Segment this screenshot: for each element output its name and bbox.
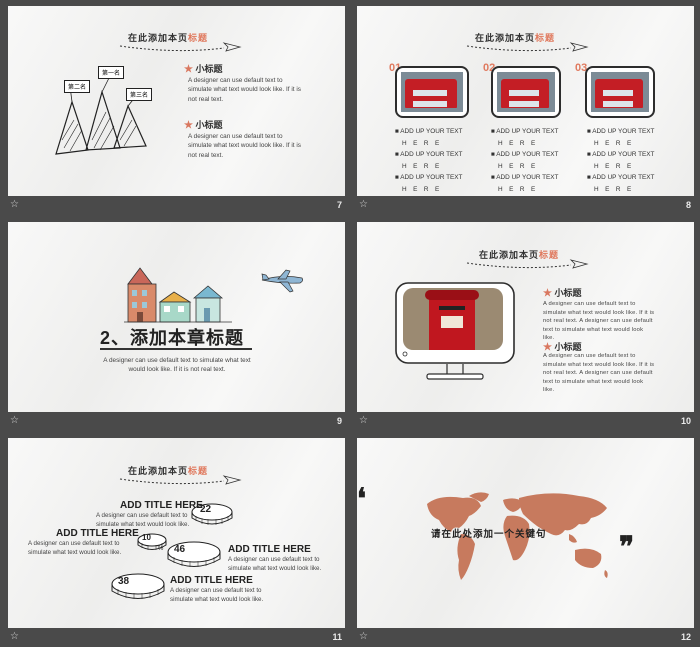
key-sentence: 请在此处添加一个关键句 [431,529,547,540]
item-text-2: A designer can use default text to simul… [28,540,122,556]
slide-number: 10 [680,416,691,426]
pie-10 [137,533,167,550]
subheading-1: ★ 小标题 [184,64,223,75]
slide-number: 9 [336,416,342,426]
title-underline [100,348,252,350]
body-text-1: A designer can use default text to simul… [188,77,301,103]
world-map [427,492,608,580]
body-text-1: A designer can use default text to simul… [543,301,655,342]
close-quote-mark: ❞ [619,530,635,563]
slide-footer-8: ☆ 8 [354,197,697,214]
item-title-3: ADD TITLE HERE [228,544,311,555]
bus-photo-2 [491,66,561,118]
pie-value-46: 46 [174,544,186,555]
subheading-2: ★ 小标题 [543,342,582,353]
slide-title: 在此添加本页标题 [475,34,556,44]
slide-footer-9: ☆ 9 [5,413,348,430]
body-text-2: A designer can use default text to simul… [188,133,301,159]
slide-11[interactable]: 在此添加本页标题 22 10 % 46 38 ADD TITLE HERE A … [8,438,345,628]
star-outline-icon: ☆ [359,415,368,426]
pie-value-22: 22 [200,504,212,515]
slide-title: 在此添加本页标题 [479,251,560,261]
bullet-list-1: ■ ADD UP YOUR TEXT HERE ■ ADD UP YOUR TEX… [395,128,463,193]
chapter-body-text: A designer can use default text to simul… [103,357,251,374]
number-03: 03 [575,62,588,74]
slide-10[interactable]: 在此添加本页标题 ★ 小标题 A designer can use defaul… [357,222,694,412]
slide-number: 11 [332,632,342,642]
pie-value-38: 38 [118,576,130,587]
slide-title: 在此添加本页标题 [128,467,209,477]
subheading-2: ★ 小标题 [184,120,223,131]
peak-label-third: 第三名 [126,88,153,101]
postbox-photo [403,288,503,350]
star-outline-icon: ☆ [10,199,19,210]
item-title-2: ADD TITLE HERE [56,528,139,539]
star-outline-icon: ☆ [359,199,368,210]
peak-label-second: 第二名 [64,80,91,93]
star-outline-icon: ☆ [10,631,19,642]
slide-footer-12: ☆ 12 [354,629,697,646]
star-icon: ★ [543,288,552,299]
item-text-3: A designer can use default text to simul… [228,556,322,572]
slide-number: 12 [680,632,691,642]
airplane-icon [261,269,304,293]
chapter-title: 2、添加本章标题 [100,328,245,348]
subheading-1: ★ 小标题 [543,288,582,299]
slide-footer-11: ☆ 11 [5,629,348,646]
houses-illustration [124,267,232,323]
item-title-4: ADD TITLE HERE [170,575,253,586]
pie-unit: % [158,546,164,552]
star-icon: ★ [543,342,552,353]
slide-7[interactable]: 在此添加本页标题 第二名 第一名 第三名 ★ 小标题 A designer ca… [8,6,345,196]
slide-number: 8 [685,200,691,210]
item-text-4: A designer can use default text to simul… [170,587,264,603]
slide-12[interactable]: ❛ 请在此处添加一个关键句 ❞ [357,438,694,628]
star-outline-icon: ☆ [359,631,368,642]
bullet-list-2: ■ ADD UP YOUR TEXT HERE ■ ADD UP YOUR TEX… [491,128,559,193]
slide-number: 7 [336,200,342,210]
item-title-1: ADD TITLE HERE [120,500,203,511]
title-dashed-underline [466,42,589,52]
pie-22 [191,503,233,525]
bus-photo-1 [395,66,469,118]
star-outline-icon: ☆ [10,415,19,426]
pie-46 [167,541,221,567]
slide-footer-7: ☆ 7 [5,197,348,214]
star-icon: ★ [184,64,193,75]
slide-8[interactable]: 在此添加本页标题 01 02 03 ■ ADD UP YOUR TEXT HERE… [357,6,694,196]
slide-title: 在此添加本页标题 [128,34,209,44]
item-text-1: A designer can use default text to simul… [96,512,190,528]
slide-9[interactable]: 2、添加本章标题 A designer can use default text… [8,222,345,412]
title-dashed-underline [119,42,242,52]
body-text-2: A designer can use default text to simul… [543,353,655,394]
star-icon: ★ [184,120,193,131]
peak-label-first: 第一名 [98,66,125,79]
open-quote-mark: ❛ [357,482,367,515]
title-dashed-underline [466,259,589,269]
pie-38 [111,573,165,599]
bus-photo-3 [585,66,655,118]
title-dashed-underline [119,475,242,485]
bullet-list-3: ■ ADD UP YOUR TEXT HERE ■ ADD UP YOUR TEX… [587,128,655,193]
pie-value-10: 10 [142,533,151,542]
slide-footer-10: ☆ 10 [354,413,697,430]
